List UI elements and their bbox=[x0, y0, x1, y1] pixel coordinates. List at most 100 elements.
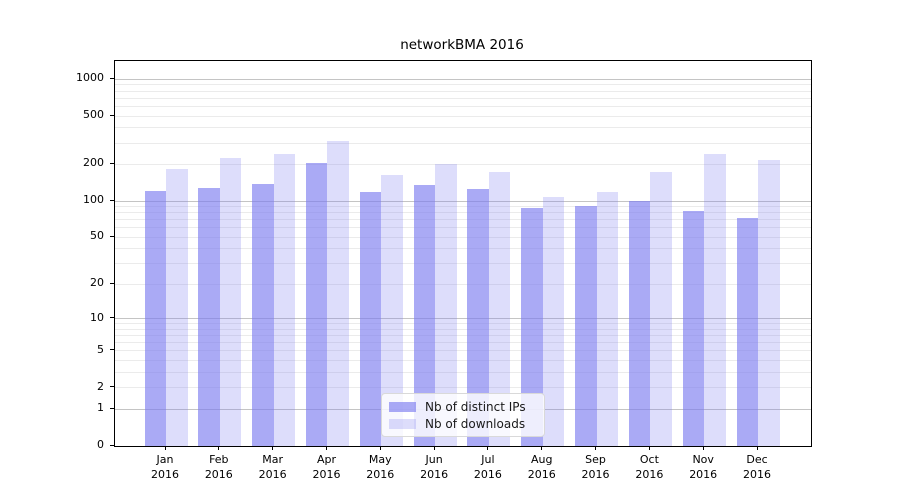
gridline-minor bbox=[115, 219, 811, 221]
x-tick-label: Oct 2016 bbox=[635, 453, 664, 481]
gridline-minor bbox=[115, 323, 811, 325]
gridline-minor bbox=[115, 105, 811, 107]
legend-item-downloads: Nb of downloads bbox=[389, 416, 536, 432]
y-tick-label: 1 bbox=[97, 401, 104, 415]
legend: Nb of distinct IPs Nb of downloads bbox=[381, 393, 545, 437]
bar-distinct-ips bbox=[628, 201, 651, 446]
bar-downloads bbox=[273, 153, 296, 446]
legend-label: Nb of downloads bbox=[425, 417, 526, 431]
bar-distinct-ips bbox=[252, 183, 274, 446]
y-tick-mark bbox=[110, 282, 114, 284]
gridline-minor bbox=[115, 212, 811, 214]
bar-downloads bbox=[219, 158, 242, 446]
y-tick-label: 500 bbox=[83, 108, 104, 121]
y-tick-mark bbox=[110, 386, 114, 388]
x-tick-mark bbox=[379, 446, 381, 450]
x-tick-mark bbox=[756, 446, 758, 450]
x-tick-mark bbox=[541, 446, 543, 450]
gridline-minor bbox=[115, 387, 811, 389]
y-tick-mark bbox=[110, 114, 114, 116]
bar-distinct-ips bbox=[575, 205, 597, 446]
gridline-minor bbox=[115, 263, 811, 265]
x-tick-label: Feb 2016 bbox=[204, 453, 233, 481]
gridline-minor bbox=[115, 236, 811, 238]
bar-downloads bbox=[435, 163, 457, 446]
gridline-minor bbox=[115, 283, 811, 285]
y-tick-mark bbox=[110, 199, 114, 201]
x-tick-label: Aug 2016 bbox=[527, 453, 556, 481]
x-tick-mark bbox=[433, 446, 435, 450]
y-tick-label: 1000 bbox=[76, 71, 104, 85]
legend-label: Nb of distinct IPs bbox=[425, 400, 526, 414]
bar-downloads bbox=[488, 172, 511, 446]
bar-downloads bbox=[381, 175, 403, 446]
bar-downloads bbox=[596, 191, 619, 446]
x-tick-label: Sep 2016 bbox=[581, 453, 610, 481]
y-tick-mark bbox=[110, 317, 114, 319]
gridline-minor bbox=[115, 227, 811, 229]
bar-distinct-ips bbox=[682, 211, 705, 446]
x-tick-label: Dec 2016 bbox=[743, 453, 772, 481]
legend-swatch-distinct-ips bbox=[389, 402, 416, 412]
bar-distinct-ips bbox=[359, 191, 382, 446]
gridline-minor bbox=[115, 115, 811, 117]
legend-item-distinct-ips: Nb of distinct IPs bbox=[389, 399, 536, 415]
gridline-minor bbox=[115, 335, 811, 337]
y-tick-mark bbox=[110, 349, 114, 351]
x-tick-label: Jun 2016 bbox=[420, 453, 449, 481]
gridline-minor bbox=[115, 97, 811, 99]
legend-swatch-downloads bbox=[389, 419, 416, 429]
bar-distinct-ips bbox=[144, 190, 166, 446]
bar-distinct-ips bbox=[305, 162, 328, 446]
x-tick-mark bbox=[595, 446, 597, 450]
gridline-minor bbox=[115, 342, 811, 344]
x-tick-label: Jul 2016 bbox=[473, 453, 502, 481]
gridline-minor bbox=[115, 142, 811, 144]
bar-distinct-ips bbox=[467, 188, 489, 446]
bar-distinct-ips bbox=[521, 207, 543, 446]
y-tick-label: 0 bbox=[97, 438, 104, 451]
chart-title: networkBMA 2016 bbox=[400, 37, 524, 53]
y-tick-mark bbox=[110, 407, 114, 409]
y-tick-label: 20 bbox=[90, 276, 104, 290]
gridline-minor bbox=[115, 163, 811, 165]
bar-downloads bbox=[704, 153, 726, 446]
gridline-minor bbox=[115, 360, 811, 362]
x-tick-mark bbox=[702, 446, 704, 450]
y-tick-label: 10 bbox=[90, 310, 104, 324]
gridline-minor bbox=[115, 90, 811, 92]
bar-downloads bbox=[650, 171, 672, 446]
bar-distinct-ips bbox=[736, 218, 759, 446]
x-tick-mark bbox=[272, 446, 274, 450]
x-tick-label: Jan 2016 bbox=[151, 453, 179, 481]
y-tick-label: 5 bbox=[97, 342, 104, 356]
y-tick-mark bbox=[110, 235, 114, 237]
gridline-minor bbox=[115, 84, 811, 86]
x-tick-label: May 2016 bbox=[366, 453, 395, 481]
gridline-major bbox=[115, 78, 811, 80]
y-tick-label: 2 bbox=[97, 379, 104, 393]
gridline-minor bbox=[115, 206, 811, 208]
x-tick-label: Apr 2016 bbox=[312, 453, 341, 481]
x-tick-mark bbox=[164, 446, 166, 450]
bar-distinct-ips bbox=[413, 185, 436, 446]
x-tick-mark bbox=[648, 446, 650, 450]
gridline-major bbox=[115, 200, 811, 202]
x-tick-mark bbox=[487, 446, 489, 450]
y-tick-label: 50 bbox=[90, 229, 104, 243]
gridline-minor bbox=[115, 127, 811, 129]
x-tick-mark bbox=[218, 446, 220, 450]
gridline-minor bbox=[115, 350, 811, 352]
x-tick-mark bbox=[325, 446, 327, 450]
bar-distinct-ips bbox=[198, 188, 220, 446]
y-tick-label: 200 bbox=[83, 156, 104, 170]
bar-downloads bbox=[166, 169, 188, 446]
y-tick-mark bbox=[110, 77, 114, 79]
x-tick-label: Mar 2016 bbox=[258, 453, 287, 481]
gridline-minor bbox=[115, 248, 811, 250]
bar-downloads bbox=[758, 160, 780, 446]
bar-downloads bbox=[327, 140, 349, 446]
plot-area bbox=[114, 60, 812, 447]
gridline-minor bbox=[115, 328, 811, 330]
